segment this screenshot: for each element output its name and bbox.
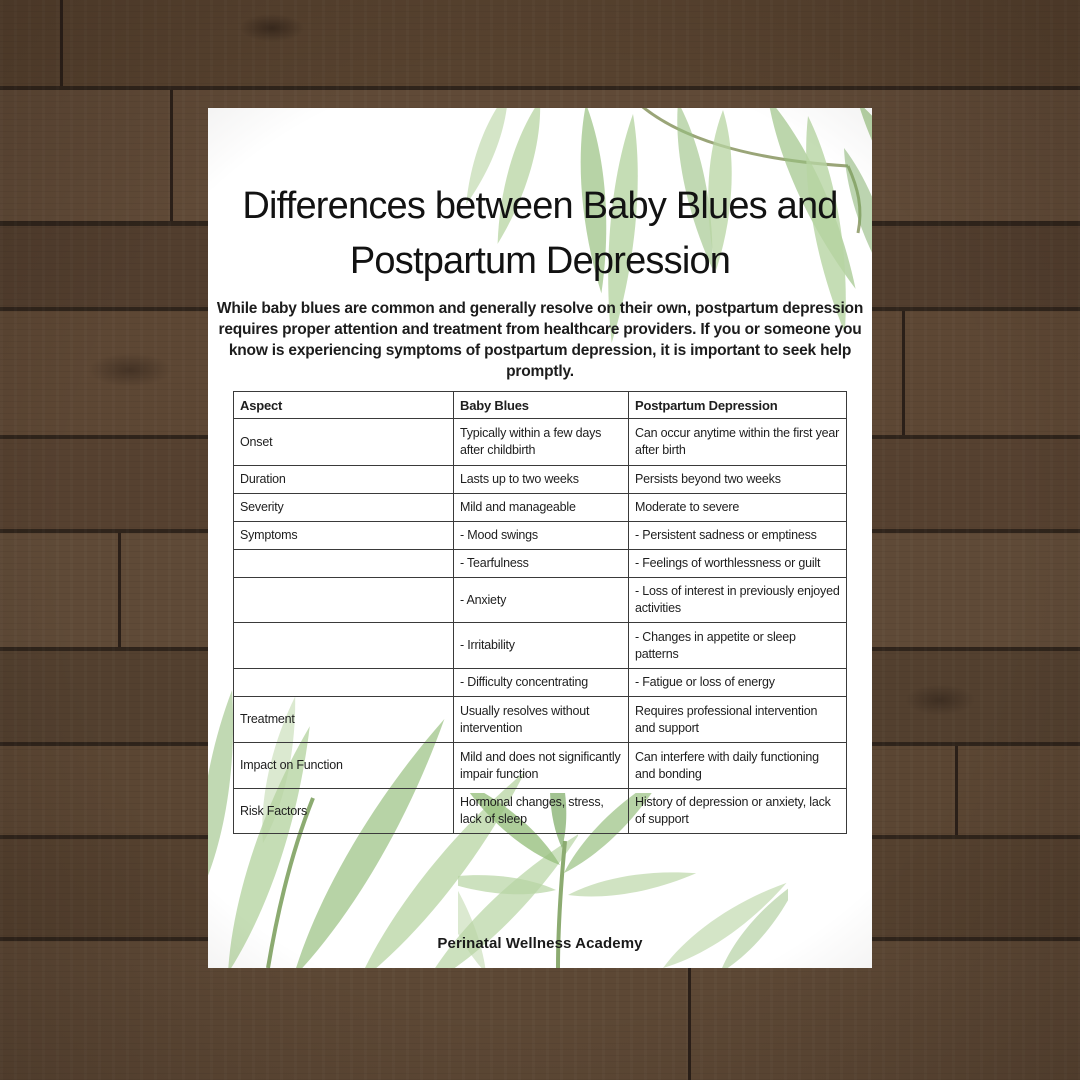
cell-postpartum-depression: - Loss of interest in previously enjoyed… [628, 577, 847, 623]
table-row: - Irritability - Changes in appetite or s… [233, 622, 847, 669]
cell-aspect [233, 549, 454, 578]
cell-postpartum-depression: - Fatigue or loss of energy [628, 668, 847, 697]
cell-baby-blues: Usually resolves without intervention [453, 696, 629, 743]
cell-baby-blues: - Mood swings [453, 521, 629, 550]
page-title-line1: Differences between Baby Blues and [242, 185, 838, 228]
cell-postpartum-depression: Can interfere with daily functioning and… [628, 742, 847, 789]
cell-aspect: Duration [233, 465, 454, 494]
cell-aspect [233, 668, 454, 697]
table-row: - Anxiety - Loss of interest in previousl… [233, 577, 847, 623]
cell-aspect: Severity [233, 493, 454, 522]
cell-baby-blues: - Anxiety [453, 577, 629, 623]
table-row: Risk Factors Hormonal changes, stress, la… [233, 788, 847, 834]
cell-aspect: Treatment [233, 696, 454, 743]
wood-plank-seam [955, 746, 958, 835]
document-page: Differences between Baby Blues and Postpa… [208, 108, 872, 968]
table-row: Onset Typically within a few days after c… [233, 418, 847, 466]
cell-baby-blues: - Irritability [453, 622, 629, 669]
page-title-line2: Postpartum Depression [349, 240, 731, 283]
cell-postpartum-depression: - Persistent sadness or emptiness [628, 521, 847, 550]
cell-postpartum-depression: Requires professional intervention and s… [628, 696, 847, 743]
cell-aspect: Impact on Function [233, 742, 454, 789]
cell-baby-blues: Mild and does not significantly impair f… [453, 742, 629, 789]
cell-baby-blues: - Tearfulness [453, 549, 629, 578]
comparison-table: Aspect Baby Blues Postpartum Depression … [233, 391, 847, 834]
cell-postpartum-depression: - Changes in appetite or sleep patterns [628, 622, 847, 669]
table-row: - Difficulty concentrating - Fatigue or l… [233, 668, 847, 697]
footer-brand: Perinatal Wellness Academy [437, 935, 643, 952]
column-header-baby-blues: Baby Blues [453, 391, 629, 419]
page-title: Differences between Baby Blues and Postpa… [208, 179, 872, 289]
cell-aspect [233, 577, 454, 623]
cell-postpartum-depression: Moderate to severe [628, 493, 847, 522]
cell-aspect: Onset [233, 418, 454, 466]
cell-postpartum-depression: Can occur anytime within the first year … [628, 418, 847, 466]
table-row: Impact on Function Mild and does not sign… [233, 742, 847, 789]
table-header-row: Aspect Baby Blues Postpartum Depression [233, 391, 847, 419]
wood-plank-seam [170, 90, 173, 221]
table-row: Duration Lasts up to two weeks Persists be… [233, 465, 847, 494]
cell-postpartum-depression: History of depression or anxiety, lack o… [628, 788, 847, 834]
cell-aspect: Symptoms [233, 521, 454, 550]
table-row: Treatment Usually resolves without interv… [233, 696, 847, 743]
cell-baby-blues: - Difficulty concentrating [453, 668, 629, 697]
wood-plank-seam [60, 0, 63, 86]
cell-postpartum-depression: Persists beyond two weeks [628, 465, 847, 494]
table-row: - Tearfulness - Feelings of worthlessness… [233, 549, 847, 578]
cell-postpartum-depression: - Feelings of worthlessness or guilt [628, 549, 847, 578]
cell-baby-blues: Hormonal changes, stress, lack of sleep [453, 788, 629, 834]
cell-aspect: Risk Factors [233, 788, 454, 834]
cell-baby-blues: Mild and manageable [453, 493, 629, 522]
column-header-postpartum-depression: Postpartum Depression [628, 391, 847, 419]
cell-baby-blues: Typically within a few days after childb… [453, 418, 629, 466]
column-header-aspect: Aspect [233, 391, 454, 419]
cell-aspect [233, 622, 454, 669]
wood-plank-seam [902, 311, 905, 435]
wood-plank-seam [118, 533, 121, 647]
cell-baby-blues: Lasts up to two weeks [453, 465, 629, 494]
table-row: Symptoms - Mood swings - Persistent sadnes… [233, 521, 847, 550]
table-row: Severity Mild and manageable Moderate to s… [233, 493, 847, 522]
intro-paragraph: While baby blues are common and generall… [216, 299, 864, 380]
